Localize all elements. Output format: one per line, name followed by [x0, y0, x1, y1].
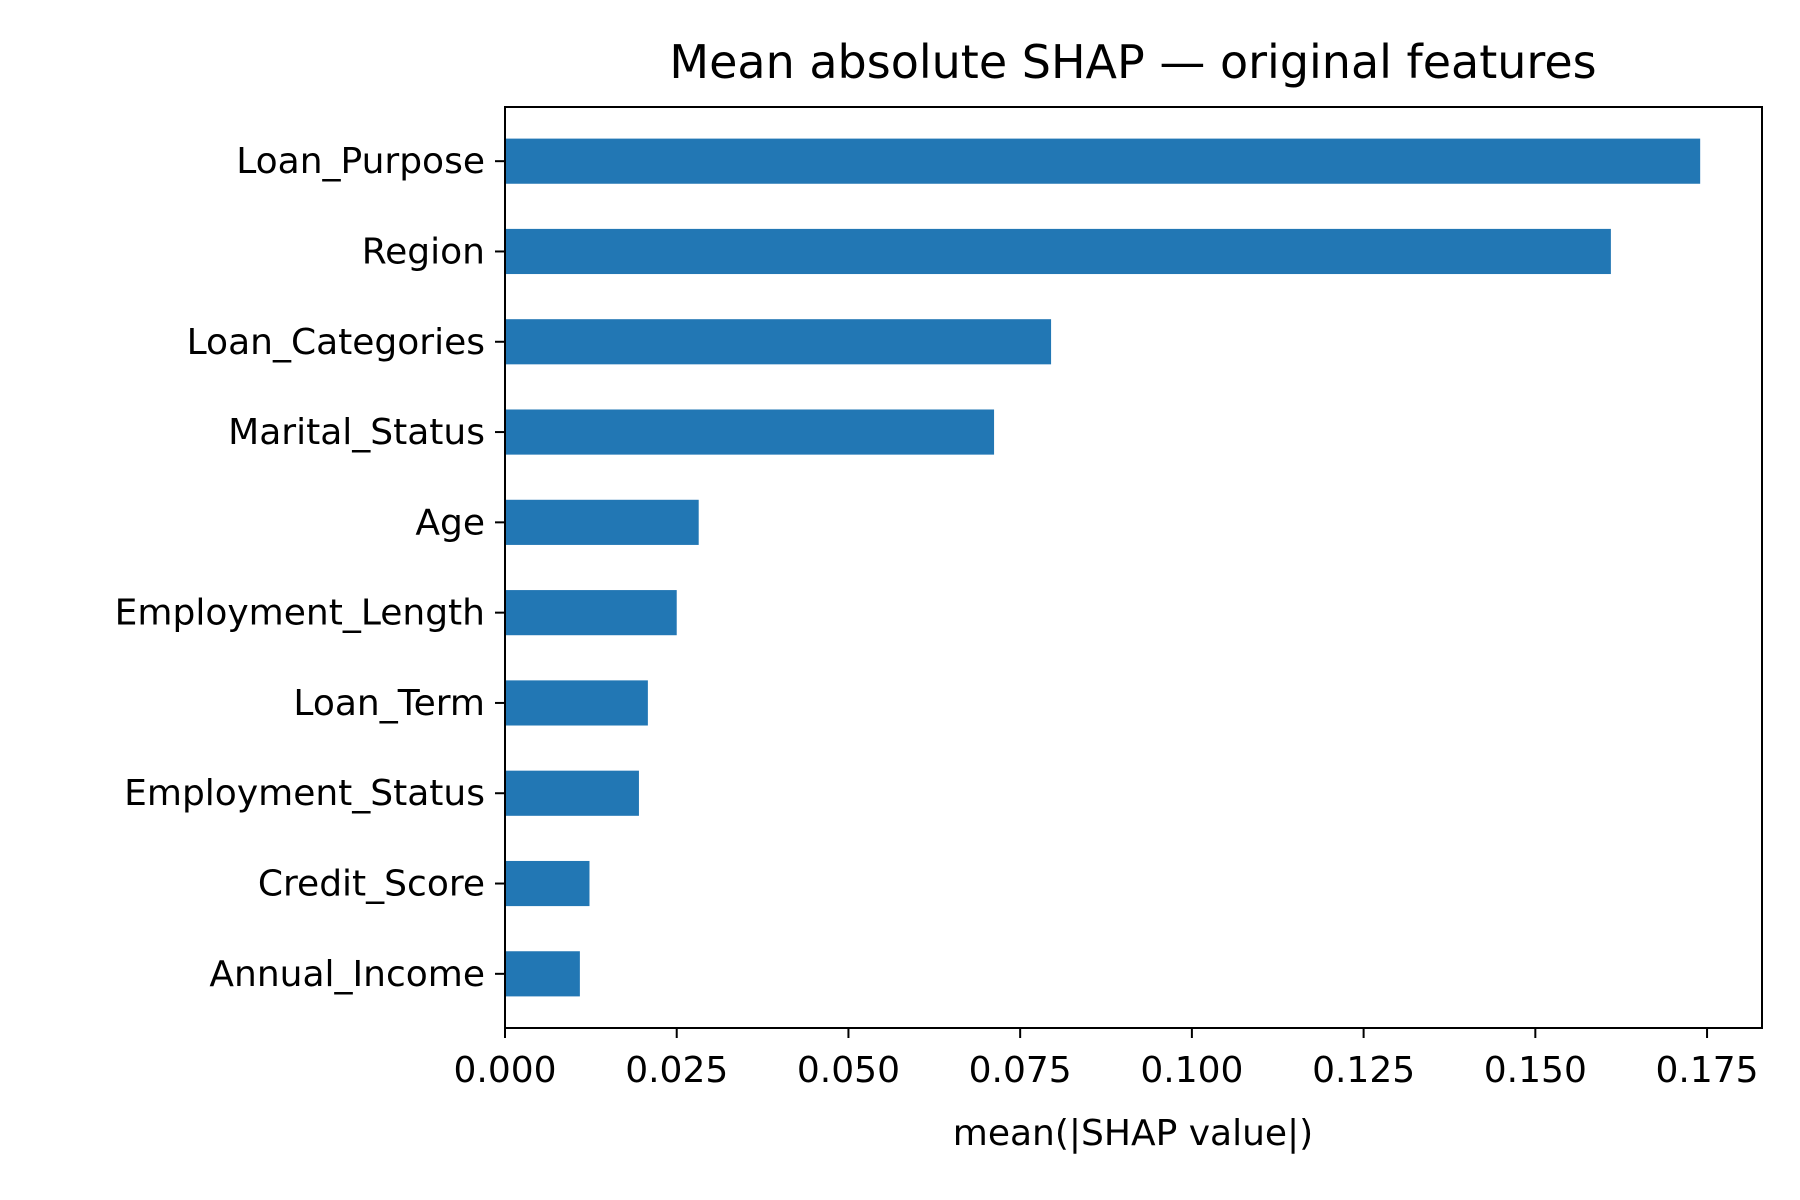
bar-region: [505, 228, 1611, 275]
y-tick-label: Employment_Status: [124, 773, 485, 814]
bar-age: [505, 499, 699, 545]
bar-loan-categories: [505, 319, 1052, 365]
y-tick-label: Age: [415, 502, 485, 543]
x-tick-label: 0.175: [1656, 1050, 1759, 1091]
x-axis-label: mean(|SHAP value|): [953, 1113, 1313, 1154]
x-tick-label: 0.150: [1484, 1050, 1587, 1091]
y-tick-label: Loan_Purpose: [236, 141, 485, 182]
x-axis-ticks: 0.000 0.025 0.050 0.075 0.100 0.125 0.150 0.175: [453, 1028, 1759, 1091]
plot-frame: [504, 106, 1763, 1029]
bar-loan-term: [505, 680, 648, 726]
y-tick-label: Employment_Length: [115, 593, 485, 634]
y-tick-label: Marital_Status: [228, 412, 485, 453]
x-tick-label: 0.075: [969, 1050, 1072, 1091]
bar-credit-score: [505, 860, 590, 907]
bar-employment-length: [505, 590, 677, 636]
x-tick-label: 0.000: [453, 1050, 556, 1091]
bar-loan-purpose: [505, 138, 1701, 184]
chart-title: Mean absolute SHAP — original features: [669, 35, 1596, 89]
y-tick-label: Loan_Term: [293, 683, 485, 724]
y-tick-label: Credit_Score: [258, 864, 485, 905]
y-tick-label: Loan_Categories: [187, 322, 485, 363]
y-tick-label: Region: [362, 231, 485, 272]
bar-annual-income: [505, 951, 580, 997]
x-tick-label: 0.025: [625, 1050, 728, 1091]
bar-marital-status: [505, 409, 995, 455]
x-tick-label: 0.125: [1312, 1050, 1415, 1091]
x-tick-label: 0.050: [797, 1050, 900, 1091]
y-axis-ticks: Loan_Purpose Region Loan_Categories Marital…: [115, 141, 505, 995]
bar-employment-status: [505, 770, 639, 816]
x-tick-label: 0.100: [1140, 1050, 1243, 1091]
y-tick-label: Annual_Income: [209, 954, 485, 995]
bars-layer: [505, 138, 1701, 997]
